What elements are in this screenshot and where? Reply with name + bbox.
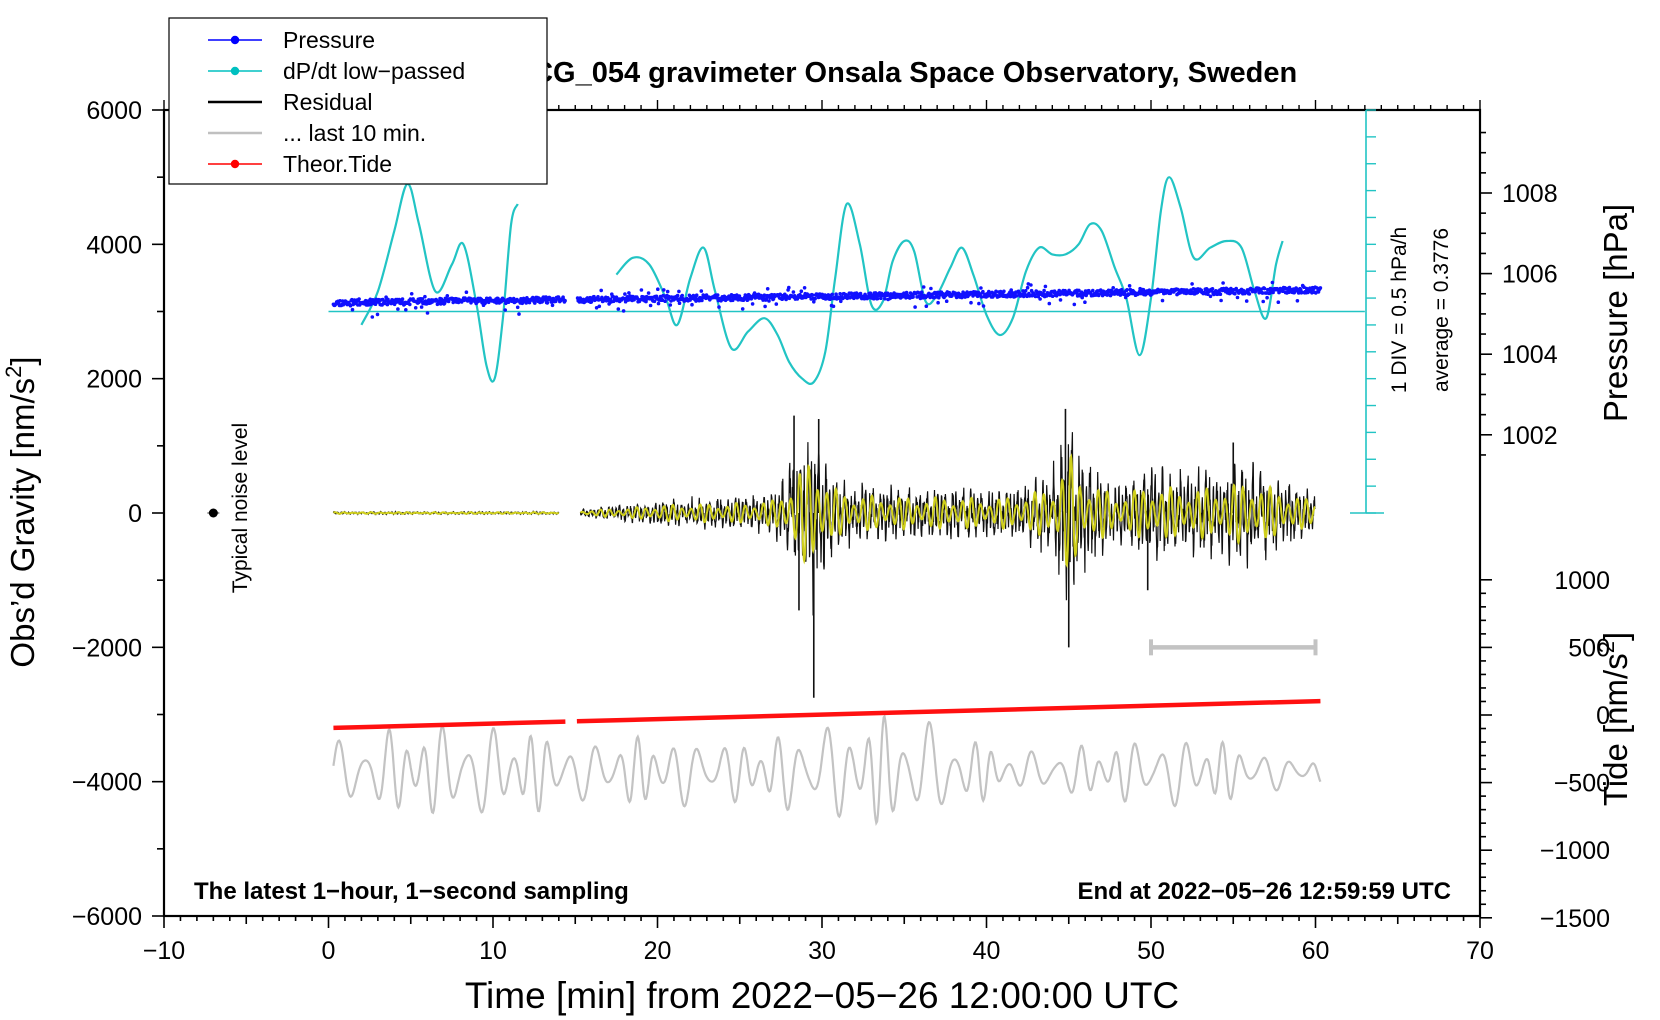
end-time-note: End at 2022−05−26 12:59:59 UTC (1077, 878, 1451, 905)
legend-marker-0 (230, 35, 240, 45)
pressure-tick-label: 1002 (1502, 422, 1558, 450)
dpdt-average-label: average = 0.3776 (1430, 228, 1453, 392)
pressure-tick-label: 1004 (1502, 341, 1558, 369)
legend-marker-4 (230, 159, 240, 169)
pressure-tick-label: 1008 (1502, 180, 1558, 208)
x-tick-label: 70 (1466, 937, 1494, 965)
tide-tick-label: −500 (1554, 770, 1610, 798)
noise-level-label: Typical noise level (229, 423, 252, 593)
x-tick-label: 50 (1137, 937, 1165, 965)
y-tick-label: −2000 (72, 634, 142, 662)
noise-level-marker (208, 508, 218, 518)
sampling-note: The latest 1−hour, 1−second sampling (194, 878, 629, 905)
tide-tick-label: 500 (1568, 634, 1610, 662)
y-tick-label: −6000 (72, 903, 142, 931)
x-tick-label: 10 (479, 937, 507, 965)
ticks-layer: −10 0 10 20 30 40 50 60 70 6000 4000 2000 0 −2000 −400… (72, 97, 1610, 965)
x-tick-label: 0 (322, 937, 336, 965)
tide-tick-label: 1000 (1554, 567, 1610, 595)
chart-title: SCG_054 gravimeter Onsala Space Observat… (513, 57, 1297, 89)
x-tick-label: 30 (808, 937, 836, 965)
x-tick-label: −10 (143, 937, 185, 965)
legend-label-2: Residual (283, 89, 373, 115)
pressure-axis-label: Pressure [hPa] (1597, 204, 1634, 422)
y-tick-label: 6000 (86, 97, 142, 125)
y-axis-label: Obs’d Gravity [nm/s2] (1, 356, 41, 667)
y-tick-label: 4000 (86, 231, 142, 259)
legend: Pressure dP/dt low−passed Residual ... last… (168, 17, 548, 185)
y-tick-label: 2000 (86, 366, 142, 394)
legend-marker-1 (230, 66, 240, 76)
dpdt-scale-label: 1 DIV = 0.5 hPa/h (1388, 227, 1411, 393)
tide-tick-label: 0 (1596, 702, 1610, 730)
tide-series-line (333, 719, 566, 731)
x-tick-label: 20 (644, 937, 672, 965)
tide-tick-label: −1000 (1540, 837, 1610, 865)
legend-label-0: Pressure (283, 27, 375, 53)
tide-series-line (576, 698, 1321, 724)
y-tick-label: −4000 (72, 769, 142, 797)
legend-label-3: ... last 10 min. (283, 120, 426, 146)
pressure-series-dots (331, 280, 1323, 319)
dpdt-series-line (360, 182, 519, 383)
pressure-tick-label: 1006 (1502, 261, 1558, 289)
x-tick-label: 40 (973, 937, 1001, 965)
y-axis-label-sup: 2 (1, 366, 26, 378)
last10-series-line (332, 713, 1322, 827)
series-layer (207, 109, 1384, 827)
tide-axis-label: Tide [nm/s2] (1594, 632, 1634, 806)
legend-label-4: Theor.Tide (283, 151, 392, 177)
tide-axis-label-sup: 2 (1594, 641, 1619, 653)
y-tick-label: 0 (128, 500, 142, 528)
x-tick-label: 60 (1302, 937, 1330, 965)
residual-filtered-line (333, 453, 1316, 569)
dpdt-series-line (615, 176, 1284, 385)
tide-tick-label: −1500 (1540, 905, 1610, 933)
x-axis-label: Time [min] from 2022−05−26 12:00:00 UTC (465, 975, 1179, 1016)
legend-label-1: dP/dt low−passed (283, 58, 465, 84)
